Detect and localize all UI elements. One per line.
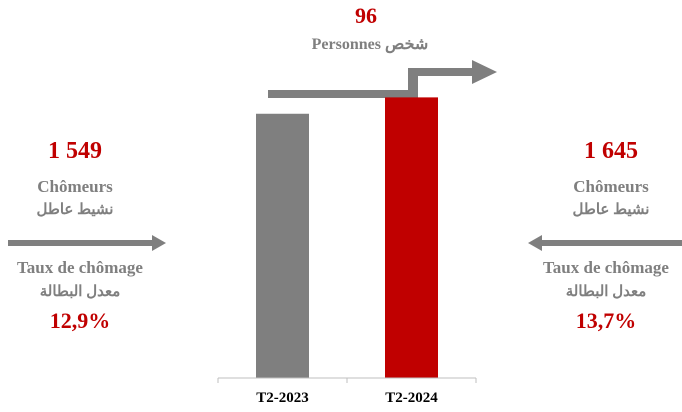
bar-T2-2023 bbox=[256, 113, 309, 379]
right-rate-value: 13,7% bbox=[575, 308, 637, 333]
left-rate-label-ar: معدل البطالة bbox=[39, 284, 121, 300]
x-tick-label: T2-2024 bbox=[385, 390, 438, 406]
right-arrow-icon bbox=[528, 235, 682, 251]
left-arrow-icon bbox=[8, 235, 166, 251]
right-unemployed-label-fr: Chômeurs bbox=[573, 177, 649, 196]
change-label-fr: Personnes bbox=[311, 36, 381, 53]
right-rate-label-fr: Taux de chômage bbox=[543, 258, 669, 277]
right-unemployed-count: 1 645 bbox=[584, 138, 638, 164]
left-rate-value: 12,9% bbox=[49, 308, 111, 333]
right-unemployed-label-ar: نشيط عاطل bbox=[572, 202, 650, 218]
increase-step-arrow bbox=[268, 60, 497, 98]
left-unemployed-label-ar: نشيط عاطل bbox=[36, 202, 114, 218]
change-value: 96 bbox=[355, 3, 377, 28]
bar-T2-2024 bbox=[385, 97, 438, 378]
x-tick-label: T2-2023 bbox=[256, 390, 309, 406]
left-rate-label-fr: Taux de chômage bbox=[17, 258, 143, 277]
left-unemployed-count: 1 549 bbox=[48, 138, 102, 164]
change-label-ar: شخص bbox=[384, 36, 429, 53]
right-rate-label-ar: معدل البطالة bbox=[565, 284, 647, 300]
change-label: Personnes شخص bbox=[280, 34, 460, 54]
left-unemployed-label-fr: Chômeurs bbox=[37, 177, 113, 196]
